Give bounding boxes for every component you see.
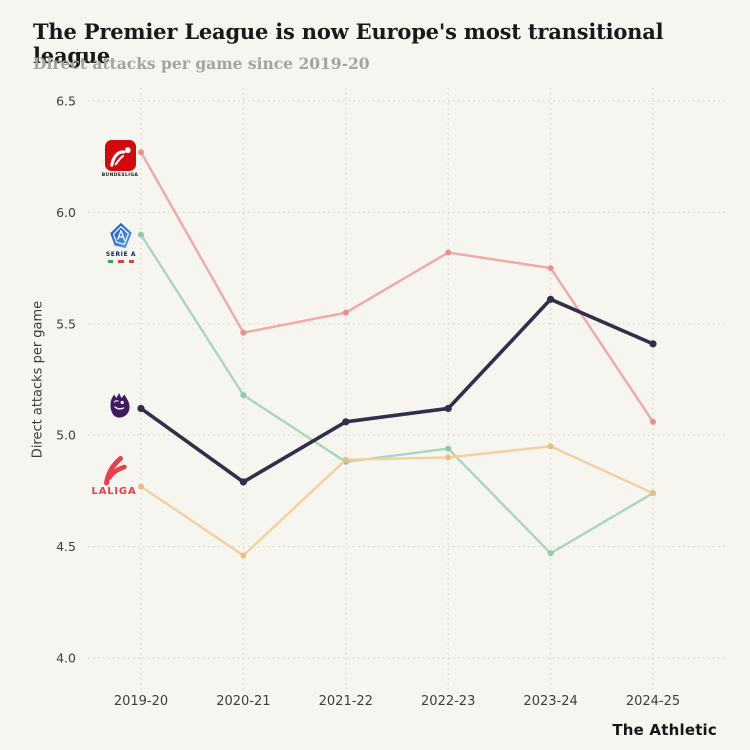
series-line-premier-league xyxy=(139,297,655,484)
data-point-laliga xyxy=(547,443,554,450)
bundesliga-label: BUNDESLIGA xyxy=(101,173,139,178)
data-point-bundesliga xyxy=(240,329,247,336)
data-point-premier-league xyxy=(239,478,247,486)
page-title: The Premier League is now Europe's most … xyxy=(33,19,664,69)
serie-a-logo: SERIE A xyxy=(104,222,138,263)
serie-a-label: SERIE A xyxy=(105,251,137,258)
bundesliga-logo: BUNDESLIGA xyxy=(102,139,138,178)
x-tick-label: 2022-23 xyxy=(421,694,475,709)
data-point-bundesliga xyxy=(650,418,656,425)
data-point-serie-a xyxy=(547,550,554,557)
data-point-laliga xyxy=(650,490,656,497)
y-tick-label: 5.0 xyxy=(56,428,76,443)
y-axis-title: Direct attacks per game xyxy=(30,300,46,459)
y-tick-label: 4.5 xyxy=(56,539,76,554)
x-tick-label: 2021-22 xyxy=(319,694,373,709)
x-tick-label: 2020-21 xyxy=(216,694,270,709)
series-line-serie-a xyxy=(139,233,655,555)
y-tick-label: 6.0 xyxy=(56,205,76,220)
data-point-serie-a xyxy=(445,445,452,452)
data-point-laliga xyxy=(342,456,349,463)
data-point-laliga xyxy=(445,454,452,461)
data-point-premier-league xyxy=(444,404,452,413)
x-tick-label: 2023-24 xyxy=(523,694,577,709)
laliga-logo: LALIGA xyxy=(92,456,136,497)
data-point-premier-league xyxy=(547,295,555,303)
attribution: The Athletic xyxy=(612,721,717,739)
data-point-serie-a xyxy=(138,231,144,238)
data-point-serie-a xyxy=(240,392,247,399)
premier-league-logo xyxy=(104,390,134,420)
data-point-bundesliga xyxy=(342,309,349,316)
bundesliga-icon xyxy=(104,139,136,172)
y-tick-label: 5.5 xyxy=(56,316,76,331)
data-point-laliga xyxy=(240,552,247,559)
data-point-laliga xyxy=(138,483,144,490)
page-subtitle: Direct attacks per game since 2019-20 xyxy=(33,54,370,73)
data-point-premier-league xyxy=(342,418,350,426)
data-point-bundesliga xyxy=(138,149,144,156)
series-line-laliga xyxy=(139,445,655,557)
x-tick-label: 2019-20 xyxy=(114,694,168,709)
laliga-icon xyxy=(104,456,127,486)
y-tick-label: 6.5 xyxy=(56,94,76,109)
data-point-premier-league xyxy=(649,340,657,348)
y-tick-label: 4.0 xyxy=(56,651,76,666)
data-point-premier-league xyxy=(137,404,145,413)
data-point-bundesliga xyxy=(547,265,554,272)
serie-a-icon xyxy=(110,222,132,249)
data-point-bundesliga xyxy=(445,249,452,256)
laliga-label: LALIGA xyxy=(91,486,137,497)
series-line-bundesliga xyxy=(139,151,655,424)
premier-league-lion-icon xyxy=(109,393,130,418)
italy-flag-icon xyxy=(108,260,135,263)
x-tick-label: 2024-25 xyxy=(626,694,680,709)
